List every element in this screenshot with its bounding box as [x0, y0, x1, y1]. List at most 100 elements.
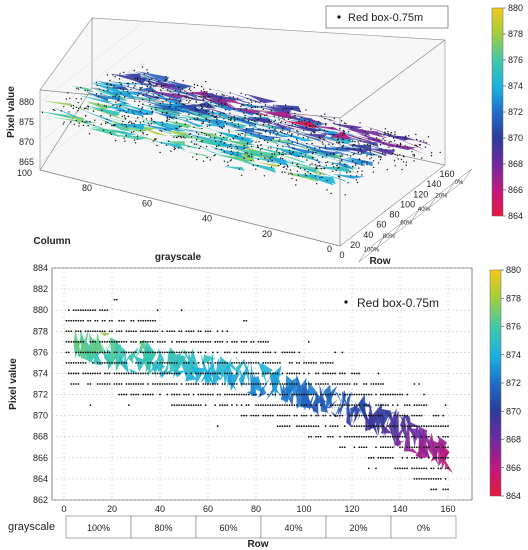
- 2d-data-point: [303, 404, 305, 406]
- 2d-data-point: [353, 414, 356, 417]
- 3d-data-point: [405, 161, 408, 163]
- 2d-data-point: [298, 372, 301, 375]
- 2d-data-point: [360, 446, 363, 449]
- 3d-data-point: [206, 105, 209, 108]
- 3d-data-point: [228, 131, 230, 133]
- 2d-data-point: [101, 351, 104, 354]
- 2d-surface-facet: [129, 368, 139, 373]
- 2d-data-point: [132, 330, 135, 333]
- 3d-surface-facet: [88, 97, 120, 106]
- 3d-data-point: [365, 134, 367, 137]
- 2d-x-tick-label: 100: [296, 504, 311, 514]
- 2d-data-point: [322, 383, 325, 385]
- 2d-data-point: [65, 362, 68, 364]
- 3d-data-point: [311, 156, 314, 159]
- 3d-data-point: [230, 118, 232, 120]
- 2d-data-point: [423, 467, 425, 470]
- 2d-data-point: [425, 446, 428, 449]
- 3d-surface-facet: [279, 108, 320, 122]
- 2d-data-point: [243, 372, 245, 375]
- 2d-data-point: [271, 372, 274, 375]
- 2d-data-point: [125, 393, 128, 396]
- 2d-data-point: [161, 340, 164, 343]
- 3d-surface-facet: [247, 152, 286, 160]
- 2d-data-point: [245, 414, 248, 417]
- 3d-grayscale-band: [445, 168, 472, 195]
- 2d-data-point: [286, 383, 289, 385]
- 3d-data-point: [281, 157, 284, 160]
- 2d-data-point: [159, 372, 161, 375]
- 2d-data-point: [442, 456, 445, 459]
- 2d-data-point: [130, 330, 133, 333]
- 2d-data-point: [226, 340, 229, 343]
- 2d-data-point: [149, 330, 152, 333]
- 3d-data-point: [285, 153, 287, 155]
- 2d-data-point: [115, 340, 118, 343]
- 3d-surface-facet: [159, 95, 193, 100]
- 2d-data-point: [329, 362, 332, 364]
- 3d-data-point: [257, 128, 259, 130]
- 3d-data-point: [339, 161, 341, 164]
- 3d-data-point: [70, 105, 72, 107]
- 3d-data-point: [214, 133, 217, 135]
- 3d-data-point: [209, 88, 211, 91]
- 3d-data-point: [68, 111, 70, 113]
- 3d-data-point: [267, 147, 269, 149]
- 3d-surface-facet: [73, 121, 106, 131]
- 2d-data-point: [154, 383, 157, 385]
- 3d-data-point: [337, 175, 340, 178]
- 2d-data-point: [341, 383, 344, 385]
- 2d-data-point: [367, 456, 370, 459]
- 2d-data-point: [427, 435, 430, 438]
- 2d-data-point: [288, 404, 291, 406]
- 2d-data-point: [159, 393, 161, 396]
- 3d-data-point: [319, 138, 322, 140]
- 3d-data-point: [272, 105, 275, 107]
- 3d-data-point: [147, 122, 150, 125]
- 3d-surface-facet: [268, 120, 288, 129]
- 3d-surface-facet: [279, 154, 307, 163]
- 3d-data-point: [176, 136, 178, 139]
- 3d-data-point: [134, 142, 137, 144]
- 2d-data-point: [382, 393, 385, 396]
- 2d-data-point: [334, 383, 337, 385]
- 3d-data-point: [141, 106, 144, 108]
- 2d-data-point: [139, 362, 142, 364]
- 2d-data-point: [127, 372, 130, 375]
- 2d-data-point: [358, 435, 361, 438]
- 3d-data-point: [393, 160, 396, 162]
- 2d-colorbar-tick-label: 868: [506, 435, 521, 445]
- 2d-data-point: [389, 456, 392, 459]
- 2d-data-point: [159, 383, 161, 385]
- 3d-data-point: [379, 158, 382, 161]
- 2d-data-point: [372, 414, 375, 417]
- 3d-surface-facet: [243, 105, 268, 116]
- 3d-data-point: [332, 165, 335, 168]
- 3d-grayscale-strip: 100%80%60%40%20%0%: [358, 168, 472, 263]
- 3d-grayscale-band-label: 0%: [455, 180, 464, 186]
- 2d-data-point: [420, 414, 423, 417]
- 3d-data-point: [209, 119, 211, 122]
- 2d-data-point: [238, 362, 241, 364]
- 2d-data-point: [139, 340, 142, 343]
- 2d-data-point: [334, 393, 337, 396]
- 3d-data-point: [296, 130, 298, 132]
- 3d-data-point: [223, 142, 226, 144]
- 3d-data-point: [87, 89, 89, 92]
- 2d-y-tick-label: 866: [33, 453, 48, 463]
- 3d-surface-facet: [205, 118, 238, 127]
- 3d-data-point: [175, 117, 177, 119]
- 2d-surface-facet: [353, 406, 359, 425]
- 3d-data-point: [118, 95, 120, 98]
- 3d-data-point: [290, 153, 293, 156]
- 2d-data-point: [219, 362, 221, 364]
- 2d-data-point: [343, 425, 346, 428]
- 2d-data-point: [168, 383, 171, 385]
- 3d-data-point: [221, 105, 223, 107]
- 3d-data-point: [237, 125, 240, 128]
- 2d-surface-facet: [195, 367, 206, 386]
- 3d-data-point: [331, 136, 333, 138]
- 2d-data-point: [123, 372, 125, 375]
- 3d-data-point: [233, 116, 236, 118]
